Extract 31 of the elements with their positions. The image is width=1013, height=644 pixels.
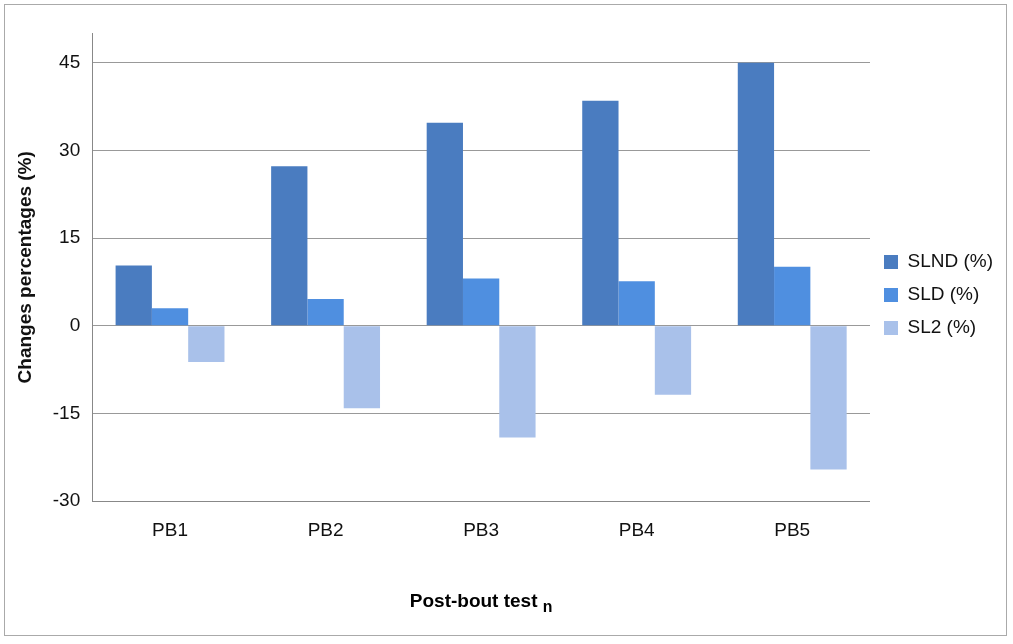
- legend-label: SLND (%): [907, 250, 994, 272]
- x-tick-label: PB3: [463, 518, 500, 540]
- y-tick-label: -15: [52, 401, 81, 423]
- bar: [499, 326, 536, 438]
- bar: [188, 326, 225, 363]
- x-axis-title: Post-bout test $_{n}$: [409, 590, 553, 616]
- legend-label: SLD (%): [907, 283, 980, 305]
- x-tick-label: PB5: [774, 518, 811, 540]
- y-tick-label: -30: [52, 489, 81, 511]
- y-tick-label: 15: [59, 226, 81, 248]
- bar: [307, 298, 344, 326]
- bar: [151, 308, 189, 326]
- bar: [115, 265, 152, 326]
- x-tick-label: PB1: [152, 518, 188, 540]
- legend-label: SL2 (%): [907, 316, 977, 338]
- y-tick-label: 30: [59, 138, 81, 160]
- x-tick-label: PB2: [307, 518, 344, 540]
- y-tick-label: 45: [59, 50, 81, 72]
- y-axis-title: Changes percentages (%): [13, 151, 35, 384]
- bar: [462, 278, 500, 326]
- bar: [618, 281, 655, 326]
- bar: [271, 166, 308, 326]
- x-tick-label: PB4: [618, 518, 656, 540]
- bar: [582, 100, 619, 326]
- bar: [810, 326, 847, 470]
- bar: [343, 326, 381, 409]
- bar: [426, 122, 463, 326]
- bar: [654, 326, 692, 395]
- bar: [737, 62, 775, 326]
- bar: [774, 266, 811, 326]
- y-tick-label: 0: [69, 314, 81, 336]
